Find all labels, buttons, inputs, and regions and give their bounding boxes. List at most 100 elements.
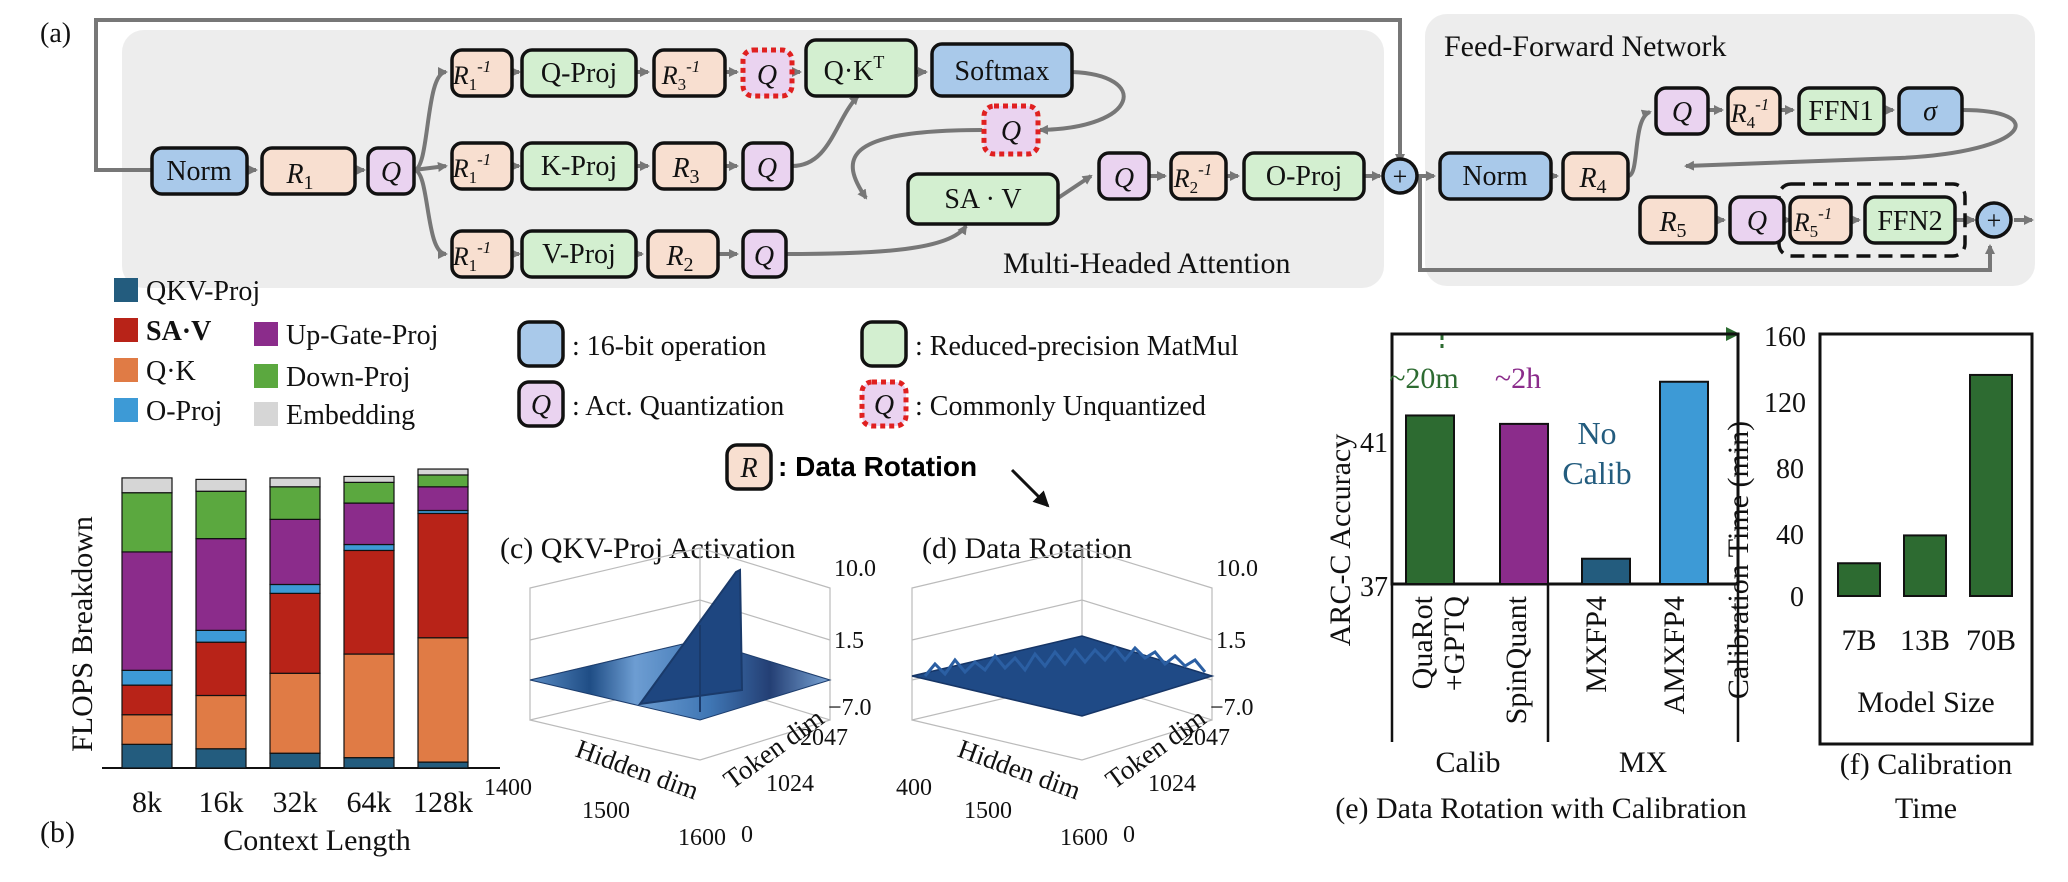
plus-label-mha: + (1393, 162, 1408, 191)
bar-segment-downproj-16k (195, 490, 247, 540)
panel-c-ytick-3: 2047 (800, 725, 848, 751)
mha-title: Multi-Headed Attention (1003, 247, 1290, 280)
bar-segment-embedding-8k (121, 477, 173, 494)
bar-segment-oproj-64k (343, 543, 395, 552)
panel-f-ytick-40: 40 (1776, 520, 1804, 551)
bar-segment-sav-8k (121, 684, 173, 716)
bar-segment-oproj-16k (195, 629, 247, 643)
panel-d-ztick-1: 10.0 (1216, 556, 1258, 582)
bar-label-mxfp4: MXFP4 (1580, 596, 1613, 693)
vproj-box (520, 229, 638, 279)
panel-b-ticklabels: 8k 16k 32k 64k 128k (132, 786, 473, 819)
panel-a-label: (a) (40, 18, 71, 49)
sigma-label: σ (1923, 96, 1938, 127)
r1-box (260, 146, 357, 196)
q-box-sav (1097, 151, 1151, 201)
bar-segment-sav-16k (195, 641, 247, 697)
legend-swatch-rotation (725, 443, 773, 491)
panel-d-title: (d) Data Rotation (922, 532, 1132, 565)
r1inv-box-q (450, 48, 514, 98)
panel-c-ytick-2: 1024 (766, 771, 814, 797)
legend-rotation: : Data Rotation (778, 451, 977, 482)
bar-segment-qkvproj-64k (343, 757, 395, 769)
panel-e-caption: (e) Data Rotation with Calibration (1335, 792, 1747, 825)
q-label-sav: Q (1114, 163, 1134, 194)
bar-segment-upgateproj-8k (121, 551, 173, 671)
q-box-unquantized-2 (981, 103, 1041, 157)
bar-segment-oproj-8k (121, 669, 173, 686)
panel-d-xtick-3: 1600 (1060, 825, 1108, 851)
panel-d-xlabel: Hidden dim (954, 733, 1085, 805)
softmax-label: Softmax (955, 56, 1050, 87)
legend-swatch-matmul (860, 320, 908, 368)
kproj-box (520, 141, 638, 191)
annotation-no-calib-2: Calib (1562, 455, 1631, 491)
bar-segment-upgateproj-32k (269, 518, 321, 586)
panel-c-title: (c) QKV-Proj Activation (500, 532, 796, 565)
norm-label-ffn: Norm (1462, 161, 1528, 192)
legend-label-oproj: O-Proj (146, 396, 222, 427)
panel-d-ytick-2: 1024 (1148, 771, 1196, 797)
panel-d-ytick-1: 0 (1123, 822, 1135, 848)
annotation-quarot-time: ~20m (1389, 362, 1459, 395)
panel-f-ylabel: Calibration Time (min) (1722, 421, 1755, 699)
panel-f-chart: 160 120 80 40 0 Calibration Time (min) 7… (1722, 322, 2034, 825)
legend-swatch-sav (114, 318, 138, 342)
legend-label-upgateproj: Up-Gate-Proj (286, 320, 438, 351)
legend-16bit: : 16-bit operation (572, 331, 766, 362)
softmax-box (930, 42, 1074, 98)
bar-segment-qkvproj-8k (121, 743, 173, 769)
panel-f-caption-1: (f) Calibration (1840, 748, 2012, 781)
q-label-ffn2: Q (1747, 206, 1767, 237)
sav-label: SA · V (944, 184, 1021, 215)
r3-label: R3 (671, 153, 699, 188)
r1inv-label-v: R1-1 (452, 238, 492, 275)
ffn1-label: FFN1 (1808, 96, 1873, 127)
r5inv-label: R5-1 (1793, 204, 1833, 241)
kproj-label: K-Proj (541, 151, 617, 182)
r2inv-box (1169, 151, 1228, 201)
panel-c-ztick-3: −7.0 (828, 695, 872, 721)
q-label-k: Q (757, 153, 777, 184)
r2inv-label: R2-1 (1173, 160, 1213, 197)
r1inv-box-k (450, 141, 514, 191)
panel-c-xtick-1: 1400 (484, 775, 532, 801)
bar-mxfp4 (1581, 557, 1631, 586)
panel-f-xlabel: Model Size (1857, 686, 1994, 719)
legend-swatch-qkvproj (114, 278, 138, 302)
q-label-ffn1: Q (1672, 97, 1692, 128)
ffn-title: Feed-Forward Network (1444, 30, 1726, 63)
legend-q-glyph: Q (531, 390, 551, 421)
panel-c-xtick-3: 1600 (678, 825, 726, 851)
xtick-64k: 64k (347, 786, 392, 819)
bar-segment-qk-64k (343, 653, 395, 759)
panel-b-xlabel: Context Length (223, 824, 410, 857)
panel-f-ytick-120: 120 (1764, 388, 1806, 419)
plus-label-ffn: + (1987, 206, 2002, 235)
legend-swatch-embedding (254, 402, 278, 426)
r1inv-label-q: R1-1 (452, 57, 492, 94)
legend-label-embedding: Embedding (286, 400, 415, 431)
bar-segment-qkvproj-32k (269, 752, 321, 769)
r1-label: R1 (285, 159, 313, 194)
bar-segment-qkvproj-16k (195, 748, 247, 769)
bar-model-13B (1903, 534, 1947, 597)
legend-label-qkvproj: QKV-Proj (146, 276, 260, 307)
q-box-k (741, 141, 794, 191)
sav-box (906, 172, 1060, 226)
legend-swatch-upgateproj (254, 322, 278, 346)
panel-e-ytick-41: 41 (1360, 428, 1388, 459)
mha-connectors (94, 18, 2034, 272)
bar-segment-sav-128k (417, 512, 469, 639)
legend-swatch-downproj (254, 364, 278, 388)
panel-e-ytick-37: 37 (1360, 572, 1388, 603)
annotation-no-calib-1: No (1577, 415, 1616, 451)
qproj-label: Q-Proj (541, 58, 617, 89)
panel-c-xtick-2: 1500 (582, 798, 630, 824)
r5-label: R5 (1658, 207, 1686, 242)
legend-swatch-quant (517, 380, 565, 428)
legend-matmul: : Reduced-precision MatMul (915, 331, 1239, 362)
panel-d-ztick-3: −7.0 (1210, 695, 1254, 721)
panel-e-frame (1390, 332, 1740, 586)
qproj-box (520, 48, 638, 98)
